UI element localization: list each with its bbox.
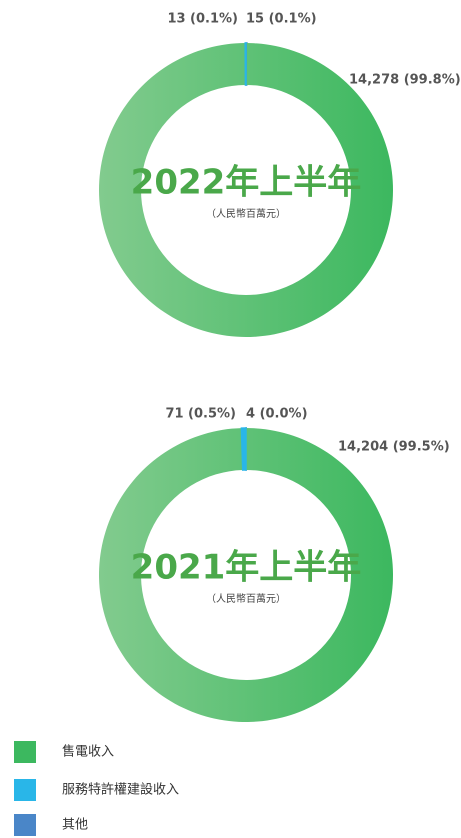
legend-swatch [14, 741, 36, 763]
value-label: 15 (0.1%) [246, 12, 317, 27]
legend-label: 服務特許權建設收入 [62, 782, 179, 798]
center-title: 2022年上半年 [131, 163, 362, 203]
center-title: 2021年上半年 [131, 548, 362, 588]
center-subtitle: （人民幣百萬元） [206, 207, 286, 220]
value-label: 14,278 (99.8%) [349, 73, 461, 88]
value-label: 4 (0.0%) [246, 407, 308, 422]
legend-label: 售電收入 [62, 744, 114, 760]
value-label: 13 (0.1%) [167, 12, 238, 27]
donut-segment [244, 42, 247, 86]
legend-swatch [14, 814, 36, 836]
legend-label: 其他 [62, 818, 88, 833]
donut-segment [240, 427, 247, 471]
value-label: 14,204 (99.5%) [338, 440, 450, 455]
center-subtitle: （人民幣百萬元） [206, 592, 286, 605]
value-label: 71 (0.5%) [165, 407, 236, 422]
legend-swatch [14, 779, 36, 801]
